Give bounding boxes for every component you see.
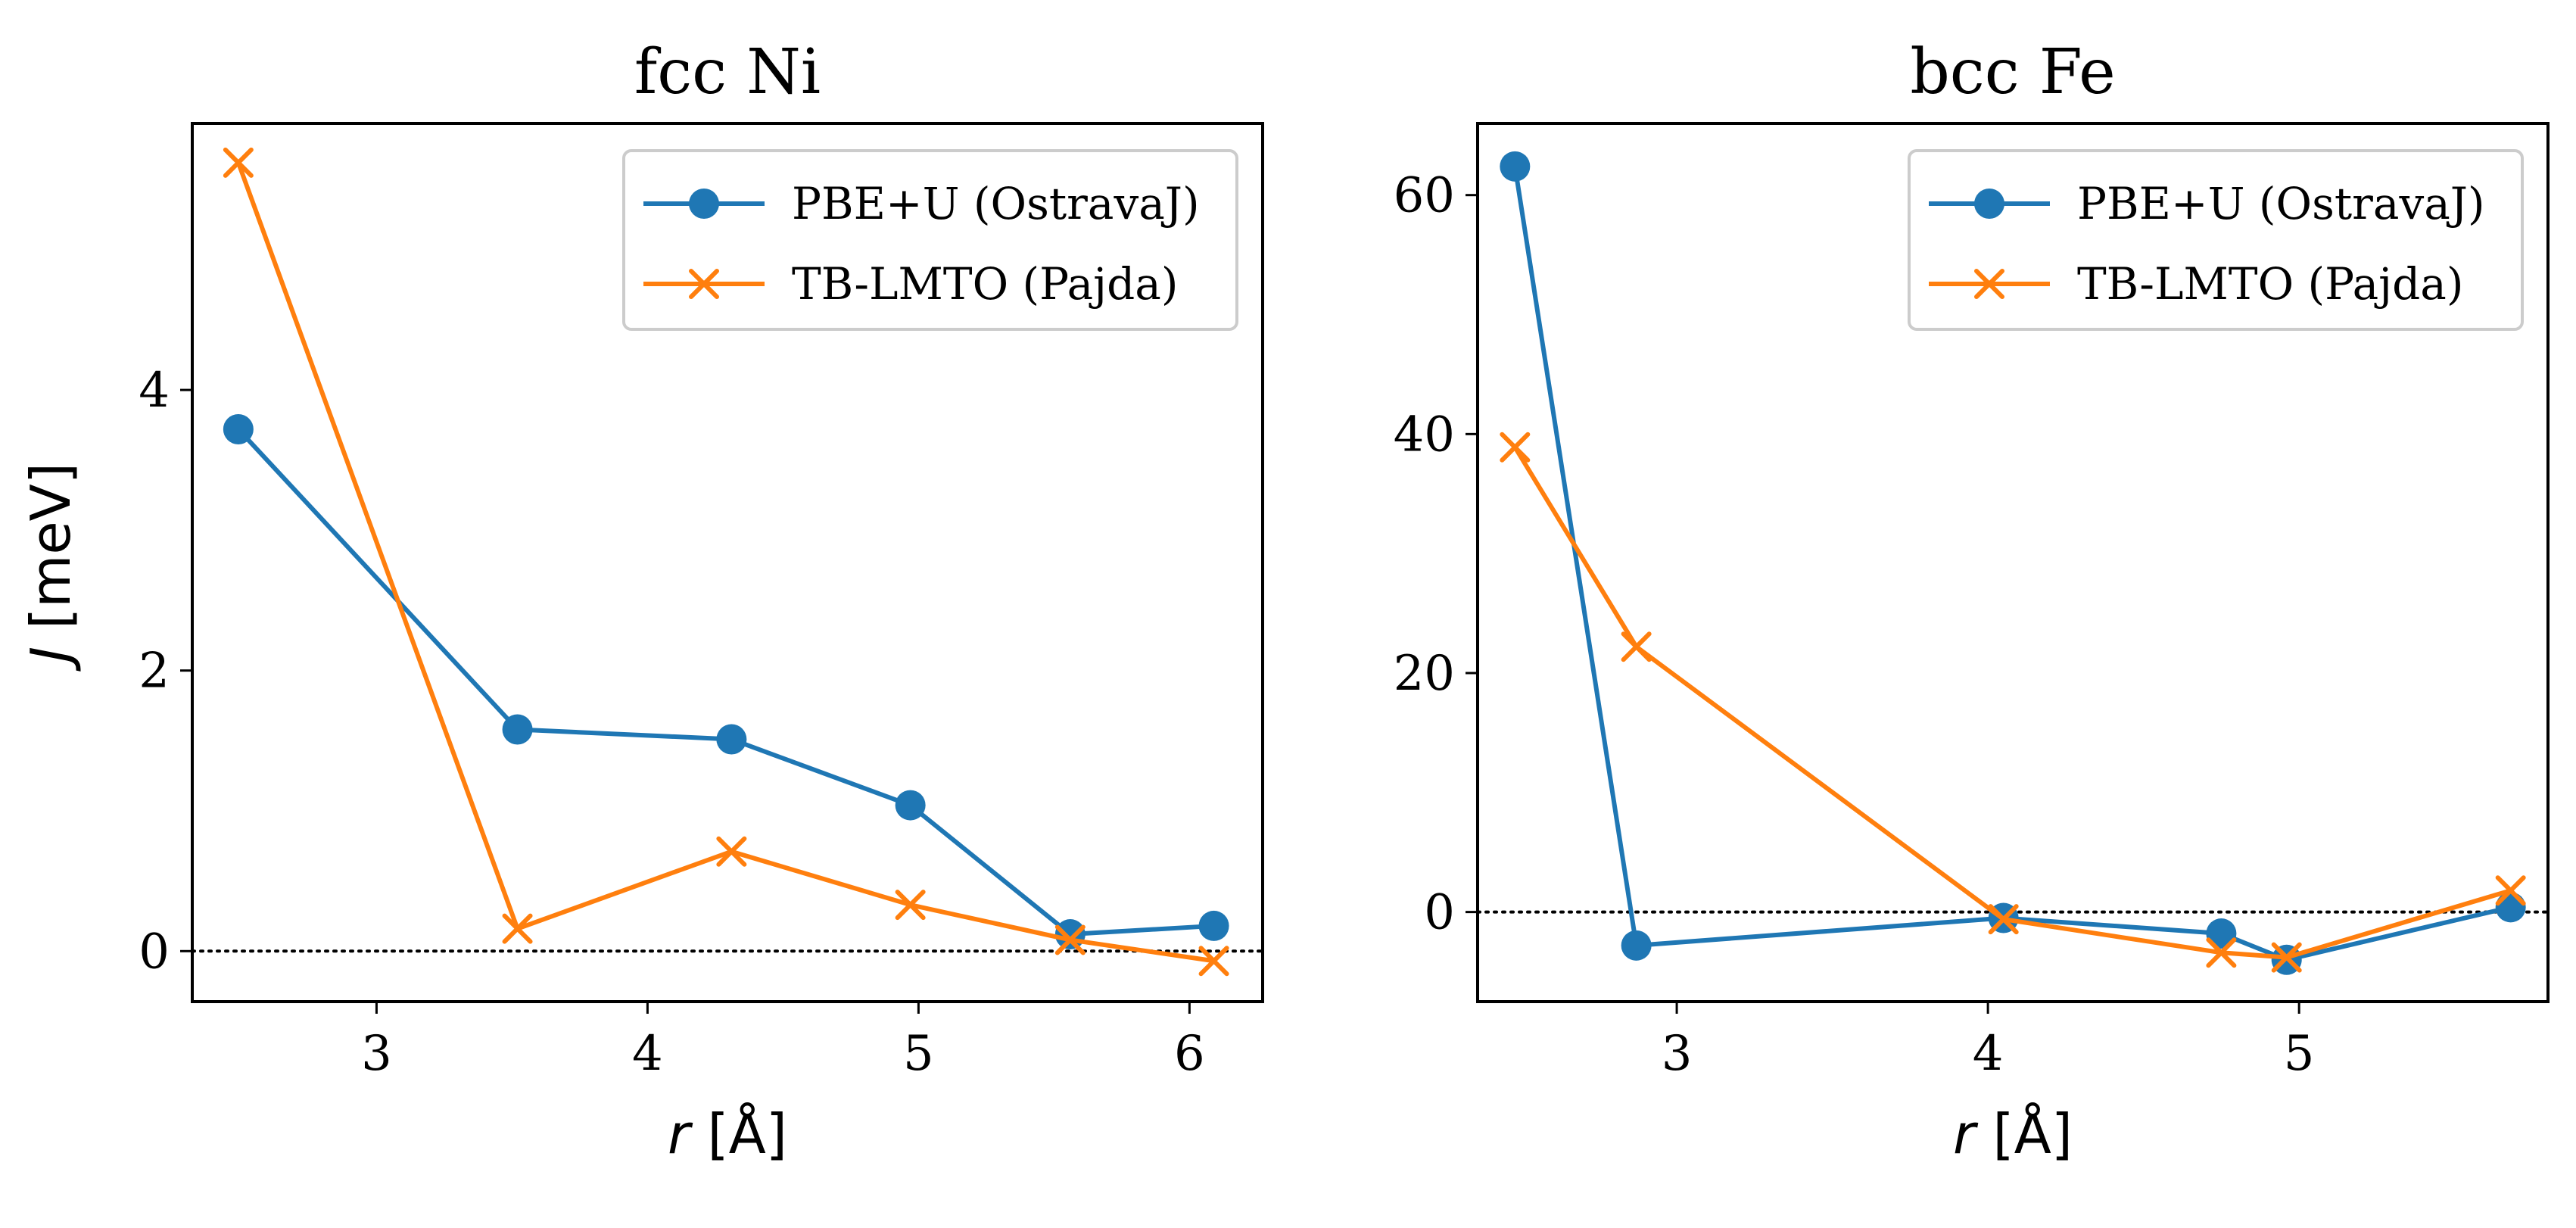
data-point xyxy=(1621,930,1652,961)
data-point xyxy=(1054,924,1086,955)
data-point xyxy=(2495,892,2526,923)
data-point xyxy=(223,413,254,444)
y-axis-label: J [meV] xyxy=(19,463,83,672)
data-point xyxy=(1500,151,1531,182)
y-tick-label: 40 xyxy=(1394,407,1455,463)
legend-marker xyxy=(1974,269,2004,299)
y-tick-label: 0 xyxy=(1424,885,1455,941)
legend-label: TB-LMTO (Pajda) xyxy=(792,258,1179,310)
data-point xyxy=(895,890,926,921)
legend-box xyxy=(622,149,1238,331)
data-point xyxy=(2206,937,2237,968)
legend: PBE+U (OstravaJ) TB-LMTO (Pajda) xyxy=(1908,149,2524,331)
legend-marker xyxy=(689,269,719,299)
subplot-2: bcc Fe 3 4 5 0 20 40 60 r [Å] PBE+U (OstravaJ) TB-… xyxy=(1394,36,2550,1166)
data-point xyxy=(2271,942,2302,973)
data-point xyxy=(1198,946,1229,977)
x-tick-label: 5 xyxy=(2284,1026,2315,1082)
x-tick-label: 3 xyxy=(1662,1026,1693,1082)
data-point xyxy=(223,147,254,178)
series-line xyxy=(236,427,1214,937)
y-tick-label: 20 xyxy=(1394,646,1455,702)
series-tb-lmto xyxy=(1500,432,2526,973)
data-point xyxy=(716,836,747,867)
x-axis-label: r [Å] xyxy=(1953,1102,2073,1166)
y-axis-unit: [meV] xyxy=(19,463,83,647)
series-line xyxy=(1512,166,2512,962)
legend-label: PBE+U (OstravaJ) xyxy=(792,178,1200,229)
axes-frame xyxy=(191,122,1264,1003)
x-axis-label: r [Å] xyxy=(668,1102,787,1166)
y-axis-variable: J xyxy=(19,647,83,672)
x-tick-label: 4 xyxy=(1973,1026,2004,1082)
data-point xyxy=(1621,631,1652,662)
y-tick-label: 2 xyxy=(139,644,170,700)
y-tick-label: 60 xyxy=(1394,168,1455,224)
data-point xyxy=(895,790,926,821)
x-axis-variable: r xyxy=(668,1102,693,1166)
x-axis-unit: [Å] xyxy=(690,1102,787,1166)
series-pbe-u xyxy=(223,413,1229,950)
series-line xyxy=(1512,446,2512,960)
x-tick-label: 4 xyxy=(632,1026,663,1082)
chart-title: fcc Ni xyxy=(634,36,821,108)
legend-box xyxy=(1908,149,2524,331)
data-point xyxy=(1988,904,2019,935)
data-point xyxy=(2206,918,2237,949)
legend-marker xyxy=(689,189,719,219)
legend-label: PBE+U (OstravaJ) xyxy=(2077,178,2485,229)
data-point xyxy=(716,724,747,755)
x-axis-unit: [Å] xyxy=(1976,1102,2073,1166)
legend-label: TB-LMTO (Pajda) xyxy=(2077,258,2464,310)
data-point xyxy=(502,913,533,944)
data-point xyxy=(1198,910,1229,941)
data-point xyxy=(502,714,533,745)
axes-frame xyxy=(1476,122,2550,1003)
x-axis-variable: r xyxy=(1953,1102,1979,1166)
x-tick-label: 3 xyxy=(361,1026,392,1082)
y-tick-label: 0 xyxy=(139,924,170,980)
legend-marker xyxy=(1974,189,2004,219)
data-point xyxy=(1054,919,1086,950)
data-point xyxy=(2495,875,2526,906)
data-point xyxy=(1500,432,1531,463)
chart-title: bcc Fe xyxy=(1910,36,2115,108)
series-line xyxy=(236,161,1214,964)
x-tick-label: 6 xyxy=(1174,1026,1205,1082)
series-tb-lmto xyxy=(223,147,1229,977)
legend: PBE+U (OstravaJ) TB-LMTO (Pajda) xyxy=(622,149,1238,331)
y-tick-label: 4 xyxy=(139,363,170,419)
x-tick-label: 5 xyxy=(903,1026,934,1082)
